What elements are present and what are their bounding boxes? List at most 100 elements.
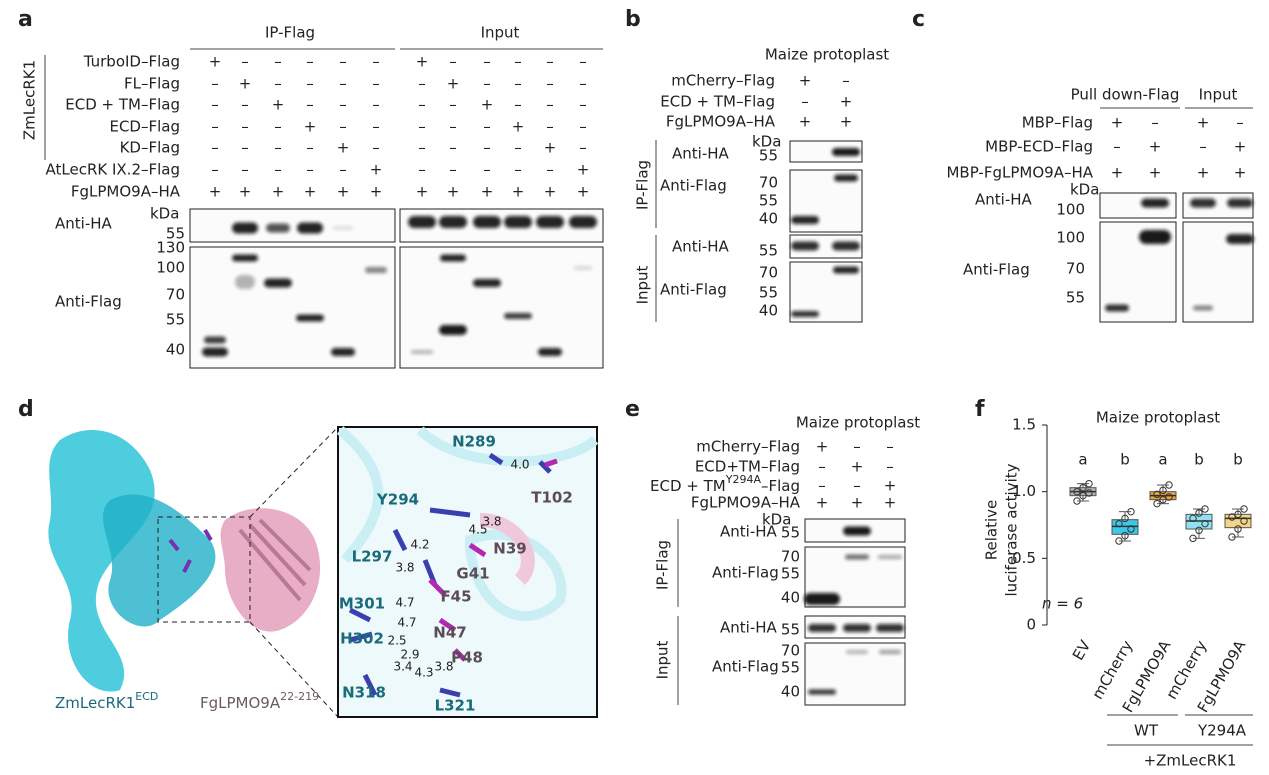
structure-label: ZmLecRK1ECD	[55, 690, 158, 712]
blot-label: Anti-Flag	[963, 261, 1030, 279]
blot-band	[833, 266, 859, 274]
sign: –	[579, 96, 587, 114]
blot-band	[804, 593, 840, 605]
point	[1079, 491, 1087, 500]
annotation: n = 6	[1042, 595, 1083, 613]
kda-marker: 55	[759, 192, 778, 210]
point	[1085, 489, 1093, 497]
kda-marker: 55	[759, 242, 778, 260]
column-header: Input	[481, 24, 520, 42]
blot	[789, 140, 863, 163]
sign: +	[447, 183, 460, 201]
blot-band	[569, 216, 597, 228]
residue-label: M301	[339, 595, 385, 613]
point	[1153, 499, 1161, 508]
column-header: Input	[1199, 86, 1238, 104]
sign: –	[418, 96, 426, 114]
blot	[789, 234, 863, 259]
blot-band	[538, 348, 562, 356]
blot	[189, 208, 396, 243]
sign: –	[818, 458, 826, 476]
significance-letter: a	[1078, 451, 1087, 469]
sign: –	[579, 53, 587, 71]
title: Maize protoplast	[765, 46, 889, 64]
sign: –	[372, 96, 380, 114]
sign: –	[546, 53, 554, 71]
blot-band	[439, 216, 467, 228]
sign: –	[1113, 138, 1121, 156]
blot-band	[504, 313, 532, 319]
sign: +	[816, 494, 829, 512]
blot-band	[846, 650, 868, 654]
blot-band	[1141, 198, 1169, 208]
blot-band	[440, 254, 466, 262]
blot-band	[808, 689, 836, 695]
kda-marker: 55	[781, 659, 800, 677]
sign: –	[842, 72, 850, 90]
row-label: ECD + TM–Flag	[65, 96, 180, 114]
sign: –	[483, 75, 491, 93]
sign: +	[447, 75, 460, 93]
sign: +	[272, 96, 285, 114]
row-label: FgLPMO9A–HA	[666, 113, 776, 131]
blot-band	[1105, 304, 1129, 312]
kda: kDa	[762, 511, 791, 529]
sign: –	[514, 96, 522, 114]
label-sup: Y294A	[725, 473, 762, 486]
sign: –	[579, 75, 587, 93]
blot-band	[536, 216, 564, 228]
blot-label: Anti-Flag	[55, 293, 122, 311]
blot	[399, 246, 604, 369]
sign: +	[1197, 164, 1210, 182]
sign: –	[579, 139, 587, 157]
sign: –	[546, 96, 554, 114]
sign: –	[274, 118, 282, 136]
point	[1159, 486, 1167, 495]
sign: –	[1199, 138, 1207, 156]
sign: +	[1111, 114, 1124, 132]
point	[1073, 487, 1081, 496]
sign: +	[577, 161, 590, 179]
distance-label: 3.4	[393, 660, 412, 674]
row-label: mCherry–Flag	[696, 438, 800, 456]
residue-label: G41	[456, 565, 489, 583]
distance-label: 4.5	[468, 523, 487, 537]
point	[1201, 505, 1209, 513]
row-label: mCherry–Flag	[671, 72, 775, 90]
distance-label: 4.7	[395, 596, 414, 610]
sign: –	[449, 96, 457, 114]
column-header: IP-Flag	[265, 24, 315, 42]
sign: –	[886, 438, 894, 456]
sign: –	[1236, 114, 1244, 132]
point	[1240, 505, 1248, 513]
sign: +	[884, 477, 897, 495]
sign: –	[372, 53, 380, 71]
sign: –	[418, 139, 426, 157]
blot-band	[1139, 230, 1171, 244]
y-axis-label: luciferase activity	[1003, 463, 1021, 596]
blot-band	[1226, 234, 1254, 244]
kda-marker: 40	[759, 302, 778, 320]
panel-label: a	[18, 7, 33, 32]
point	[1115, 537, 1123, 545]
blot-band	[202, 347, 228, 357]
blot-band	[408, 216, 436, 228]
blot-band	[331, 348, 355, 356]
residue-label: N289	[452, 433, 496, 451]
kda-marker: 55	[1066, 289, 1085, 307]
sign: +	[239, 183, 252, 201]
blot-band	[365, 267, 387, 273]
sign: –	[853, 477, 861, 495]
residue-label: F45	[440, 588, 471, 606]
sign: +	[577, 183, 590, 201]
distance-label: 4.7	[397, 616, 416, 630]
significance-letter: a	[1158, 451, 1167, 469]
sign: –	[514, 75, 522, 93]
sign: –	[483, 118, 491, 136]
residue-label: N47	[433, 624, 466, 642]
sign: +	[799, 113, 812, 131]
point	[1073, 497, 1081, 505]
distance-label: 2.5	[387, 634, 406, 648]
sign: –	[274, 139, 282, 157]
row-label: ECD + TMY294A–Flag	[650, 473, 800, 495]
